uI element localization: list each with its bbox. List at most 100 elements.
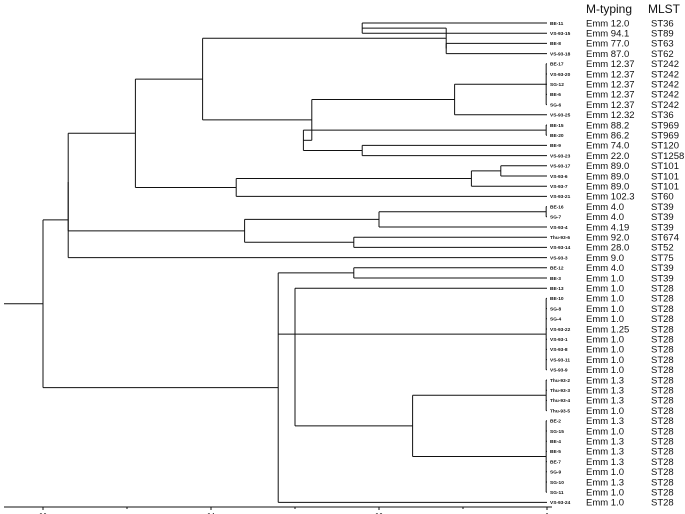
- m-typing-value: Emm 1.3: [586, 477, 624, 488]
- mlst-value: ST28: [651, 426, 674, 437]
- m-typing-value: Emm 12.0: [586, 18, 629, 29]
- mlst-value: ST62: [651, 49, 674, 60]
- mlst-value: ST75: [651, 253, 674, 264]
- m-typing-value: Emm 1.3: [586, 457, 624, 468]
- mlst-value: ST101: [651, 182, 679, 193]
- m-typing-value: Emm 92.0: [586, 233, 629, 244]
- mlst-value: ST28: [651, 457, 674, 468]
- mlst-value: ST28: [651, 386, 674, 397]
- mlst-value: ST242: [651, 90, 679, 101]
- leaf-label: VS-93-22: [550, 327, 571, 333]
- leaf-label: BE-8: [550, 41, 561, 47]
- leaf-label: VS-93-1: [550, 337, 568, 343]
- mlst-value: ST89: [651, 29, 674, 40]
- leaf-label: SG-15: [550, 429, 564, 435]
- m-typing-value: Emm 12.37: [586, 69, 635, 80]
- leaf-label: SG-10: [550, 480, 564, 486]
- leaf-label: BE-7: [550, 459, 561, 465]
- leaf-label: BE-2: [550, 419, 561, 425]
- leaf-label: Thu-93-3: [550, 388, 570, 394]
- leaf-label: SG-12: [550, 82, 564, 88]
- leaf-label: BE-4: [550, 439, 561, 445]
- leaf-label: SG-7: [550, 215, 562, 221]
- mlst-value: ST39: [651, 263, 674, 274]
- leaf-label: VS-93-9: [550, 368, 568, 374]
- m-typing-value: Emm 1.3: [586, 375, 624, 386]
- m-typing-value: Emm 12.37: [586, 80, 635, 91]
- leaf-label: BE-15: [550, 123, 564, 129]
- m-typing-value: Emm 12.32: [586, 110, 635, 121]
- mlst-value: ST39: [651, 202, 674, 213]
- m-typing-value: Emm 28.0: [586, 243, 629, 254]
- m-typing-value: Emm 4.0: [586, 202, 624, 213]
- mlst-value: ST39: [651, 212, 674, 223]
- leaf-label: BE-17: [550, 62, 564, 68]
- mlst-value: ST36: [651, 110, 674, 121]
- leaf-label: BE-6: [550, 92, 561, 98]
- m-typing-value: Emm 1.3: [586, 447, 624, 458]
- leaf-label: VS-93-25: [550, 113, 571, 119]
- mlst-value: ST28: [651, 304, 674, 315]
- mlst-value: ST28: [651, 375, 674, 386]
- leaf-label: SG-4: [550, 317, 562, 323]
- m-typing-value: Emm 12.37: [586, 59, 635, 70]
- mlst-value: ST242: [651, 59, 679, 70]
- mlst-value: ST28: [651, 314, 674, 325]
- m-typing-header: M-typing: [586, 2, 633, 16]
- mlst-value: ST969: [651, 120, 679, 131]
- leaf-label: SG-6: [550, 102, 562, 108]
- leaf-label: SG-8: [550, 306, 562, 312]
- m-typing-value: Emm 1.3: [586, 386, 624, 397]
- leaf-label: BE-9: [550, 143, 561, 149]
- leaf-label: VS-93-11: [550, 357, 570, 363]
- leaf-label: VS-93-17: [550, 164, 571, 170]
- mlst-value: ST28: [651, 447, 674, 458]
- leaf-label: Thu-93-5: [550, 408, 570, 414]
- mlst-value: ST36: [651, 18, 674, 29]
- leaf-label: VS-93-6: [550, 174, 568, 180]
- leaf-label: SG-9: [550, 470, 562, 476]
- m-typing-value: Emm 1.0: [586, 426, 624, 437]
- mlst-value: ST28: [651, 294, 674, 305]
- mlst-header: MLST: [648, 2, 681, 16]
- m-typing-value: Emm 1.0: [586, 345, 624, 356]
- mlst-value: ST39: [651, 222, 674, 233]
- leaf-label: SG-11: [550, 490, 564, 496]
- mlst-value: ST242: [651, 100, 679, 111]
- m-typing-value: Emm 89.0: [586, 171, 629, 182]
- mlst-value: ST28: [651, 355, 674, 366]
- m-typing-value: Emm 1.0: [586, 406, 624, 417]
- mlst-value: ST28: [651, 416, 674, 427]
- m-typing-value: Emm 1.0: [586, 335, 624, 346]
- m-typing-value: Emm 1.3: [586, 437, 624, 448]
- m-typing-value: Emm 4.0: [586, 212, 624, 223]
- mlst-value: ST674: [651, 233, 679, 244]
- m-typing-value: Emm 74.0: [586, 141, 629, 152]
- m-typing-value: Emm 12.37: [586, 90, 635, 101]
- leaf-label: VS-93-3: [550, 255, 568, 261]
- leaf-label: Thu-93-2: [550, 378, 570, 384]
- leaf-label: VS-93-7: [550, 184, 568, 190]
- leaf-label: VS-93-15: [550, 31, 571, 37]
- leaf-label: VS-93-4: [550, 225, 568, 231]
- leaf-label: BE-20: [550, 133, 564, 139]
- leaf-label: Thu-93-6: [550, 235, 570, 241]
- mlst-value: ST28: [651, 396, 674, 407]
- leaf-label: BE-11: [550, 21, 564, 27]
- m-typing-value: Emm 88.2: [586, 120, 629, 131]
- m-typing-value: Emm 12.37: [586, 100, 635, 111]
- mlst-value: ST1258: [651, 151, 684, 162]
- m-typing-value: Emm 9.0: [586, 253, 624, 264]
- leaf-label: VS-93-24: [550, 500, 571, 506]
- mlst-value: ST28: [651, 335, 674, 346]
- m-typing-value: Emm 89.0: [586, 182, 629, 193]
- mlst-value: ST63: [651, 39, 674, 50]
- m-typing-value: Emm 1.3: [586, 396, 624, 407]
- mlst-value: ST101: [651, 161, 679, 172]
- leaf-label: VS-93-14: [550, 245, 571, 251]
- m-typing-value: Emm 86.2: [586, 131, 629, 142]
- mlst-value: ST60: [651, 192, 674, 203]
- leaf-label: BE-5: [550, 449, 561, 455]
- leaf-label: BE-3: [550, 276, 561, 282]
